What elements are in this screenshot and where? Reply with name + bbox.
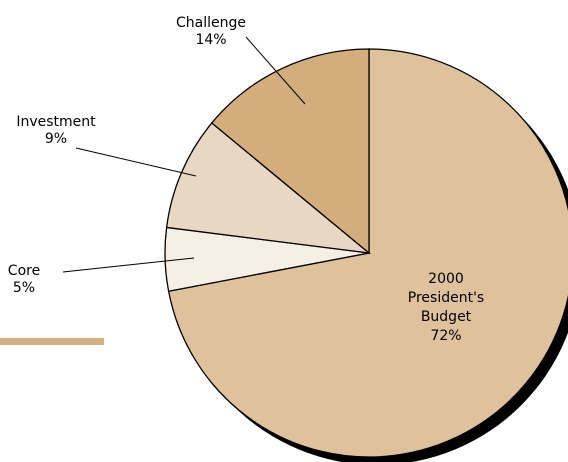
leader-line-core [62, 257, 195, 273]
label-challenge-name: Challenge [176, 15, 246, 31]
pie-slice-challenge [210, 48, 370, 255]
accent-bar [0, 338, 104, 345]
label-challenge-pct: 14% [195, 32, 226, 48]
label-budget-line3: Budget [421, 309, 472, 325]
label-investment-pct: 9% [45, 131, 67, 147]
label-budget-pct: 72% [430, 328, 461, 344]
pie-slice-2000-president-s-budget [167, 48, 568, 458]
label-core-pct: 5% [13, 280, 35, 296]
pie-slice-investment [165, 122, 372, 254]
leader-line-investment [75, 147, 197, 177]
label-budget-line2: President's [408, 290, 484, 306]
leader-line-challenge [245, 36, 306, 105]
pie-slices [164, 48, 568, 458]
label-budget-year: 2000 [428, 271, 464, 287]
label-core-name: Core [8, 263, 40, 279]
label-investment-name: Investment [16, 114, 96, 130]
